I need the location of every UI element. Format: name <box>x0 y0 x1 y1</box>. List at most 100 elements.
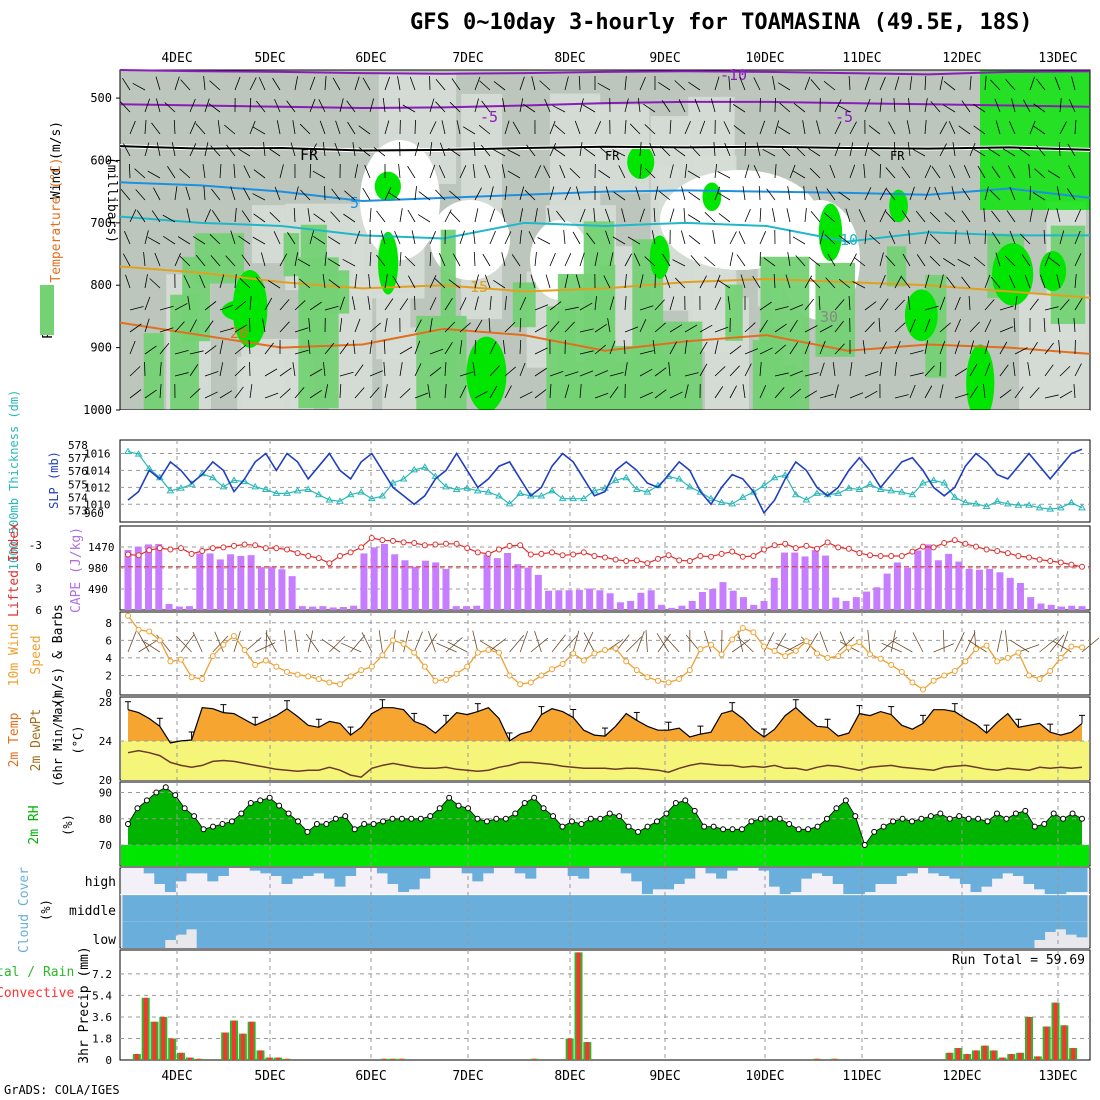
wind-barb <box>969 340 975 355</box>
wind-barb <box>658 190 671 201</box>
rh-moist-patch <box>512 282 536 328</box>
lifted-index-series-point <box>241 541 248 548</box>
rh2m-series-point <box>833 805 840 812</box>
wind-barb <box>879 187 887 201</box>
cloud-middle-bar <box>684 894 696 922</box>
cloud-low-bar <box>917 921 929 948</box>
rh2m-series-point <box>672 800 679 806</box>
cloud-low-bar <box>260 921 272 948</box>
wind-barb <box>189 364 199 377</box>
wind-barb <box>939 322 951 333</box>
wind-speed-series-point <box>496 649 502 656</box>
wind-barb <box>1074 363 1082 377</box>
wind-speed-series-point <box>782 653 789 660</box>
thickness-series-point <box>399 475 408 482</box>
wind-barb <box>489 186 494 201</box>
wind-barb <box>669 391 683 399</box>
wind-speed-series-point <box>994 658 1001 665</box>
wind-barb <box>942 104 956 113</box>
cloud-middle-bar <box>270 894 282 922</box>
wind-barb <box>954 230 957 245</box>
wind-speed-series-point <box>368 663 375 670</box>
wind-barb <box>759 362 762 377</box>
cloud-high-bar <box>154 868 166 884</box>
wind-barb <box>999 341 1008 355</box>
wind-barb <box>171 142 176 157</box>
wind-barb <box>284 630 288 653</box>
cape-bar <box>483 554 491 610</box>
lifted-index-series-point <box>231 542 237 549</box>
thickness-series-point <box>844 484 853 491</box>
wind-barb <box>519 297 527 311</box>
wind-barb <box>429 318 433 333</box>
wind-barb <box>1008 275 1016 289</box>
wind-barb <box>1018 644 1040 653</box>
wind-barb <box>849 362 853 377</box>
wind-speed-series-point <box>358 667 365 674</box>
wind-speed-series-point <box>739 625 746 632</box>
wind-barb <box>384 384 388 399</box>
wind-barb <box>238 235 251 245</box>
wind-barb <box>924 98 928 113</box>
cloud-row-label: middle <box>69 904 116 919</box>
rh-saturated-patch <box>1039 250 1067 292</box>
convective-bar <box>152 1021 157 1060</box>
y-axis-label: 3hr Precip (mm) <box>77 946 92 1063</box>
wind-barb <box>294 252 299 267</box>
wind-barb <box>924 385 933 399</box>
wind-barb <box>775 642 796 653</box>
wind-barb <box>819 631 828 653</box>
convective-bar <box>947 1052 952 1060</box>
cloud-high-bar <box>684 868 696 879</box>
wind-barb <box>699 120 706 135</box>
cloud-middle-bar <box>938 894 950 922</box>
lifted-index-series-point <box>814 545 820 552</box>
wind-barb <box>772 76 776 91</box>
cape-bar <box>534 574 542 610</box>
wind-barb <box>712 230 716 245</box>
wind-barb <box>1056 208 1061 223</box>
cloud-low-bar <box>832 921 844 948</box>
wind-barb <box>459 322 471 333</box>
lifted-index-series-point <box>612 556 619 563</box>
y-axis-label: 2m DewPt <box>29 709 44 772</box>
wind-barb <box>272 77 281 91</box>
wind-barb <box>384 318 388 333</box>
wind-barb <box>155 76 161 91</box>
cloud-middle-bar <box>885 894 897 922</box>
lifted-index-series-point <box>390 537 396 544</box>
wind-barb <box>1073 318 1076 333</box>
wind-speed-series-point <box>1057 654 1064 661</box>
wind-barb <box>991 166 1001 179</box>
cape-bar <box>339 607 347 610</box>
wind-barb <box>996 630 1003 653</box>
wind-barb <box>444 209 452 223</box>
wind-speed-series-point <box>421 663 428 670</box>
wind-barb <box>639 142 642 157</box>
wind-barb <box>808 256 821 267</box>
wind-speed-series-point <box>549 666 555 673</box>
wind-barb <box>204 320 214 333</box>
wind-barb <box>868 147 881 157</box>
rh-saturated-patch <box>992 243 1034 306</box>
wind-barb <box>388 192 401 201</box>
wind-barb <box>864 390 878 399</box>
wind-barb <box>547 208 551 223</box>
wind-barb <box>717 171 731 179</box>
wind-barb <box>144 296 151 311</box>
cloud-high-bar <box>875 868 887 884</box>
cape-bar <box>1037 603 1045 610</box>
wind-barb <box>312 170 326 179</box>
cloud-low-bar <box>631 921 643 948</box>
wind-barb <box>299 123 311 135</box>
wind-barb <box>901 276 911 289</box>
wind-barb <box>204 301 217 311</box>
wind-barb <box>810 79 821 91</box>
rh2m-series-point <box>228 818 235 825</box>
cloud-low-bar <box>143 921 155 948</box>
wind-barb <box>653 208 656 223</box>
wind-barb <box>594 323 607 333</box>
wind-barb <box>534 347 548 355</box>
lifted-index-series-point <box>930 544 937 551</box>
lifted-index-series-point <box>358 544 365 551</box>
